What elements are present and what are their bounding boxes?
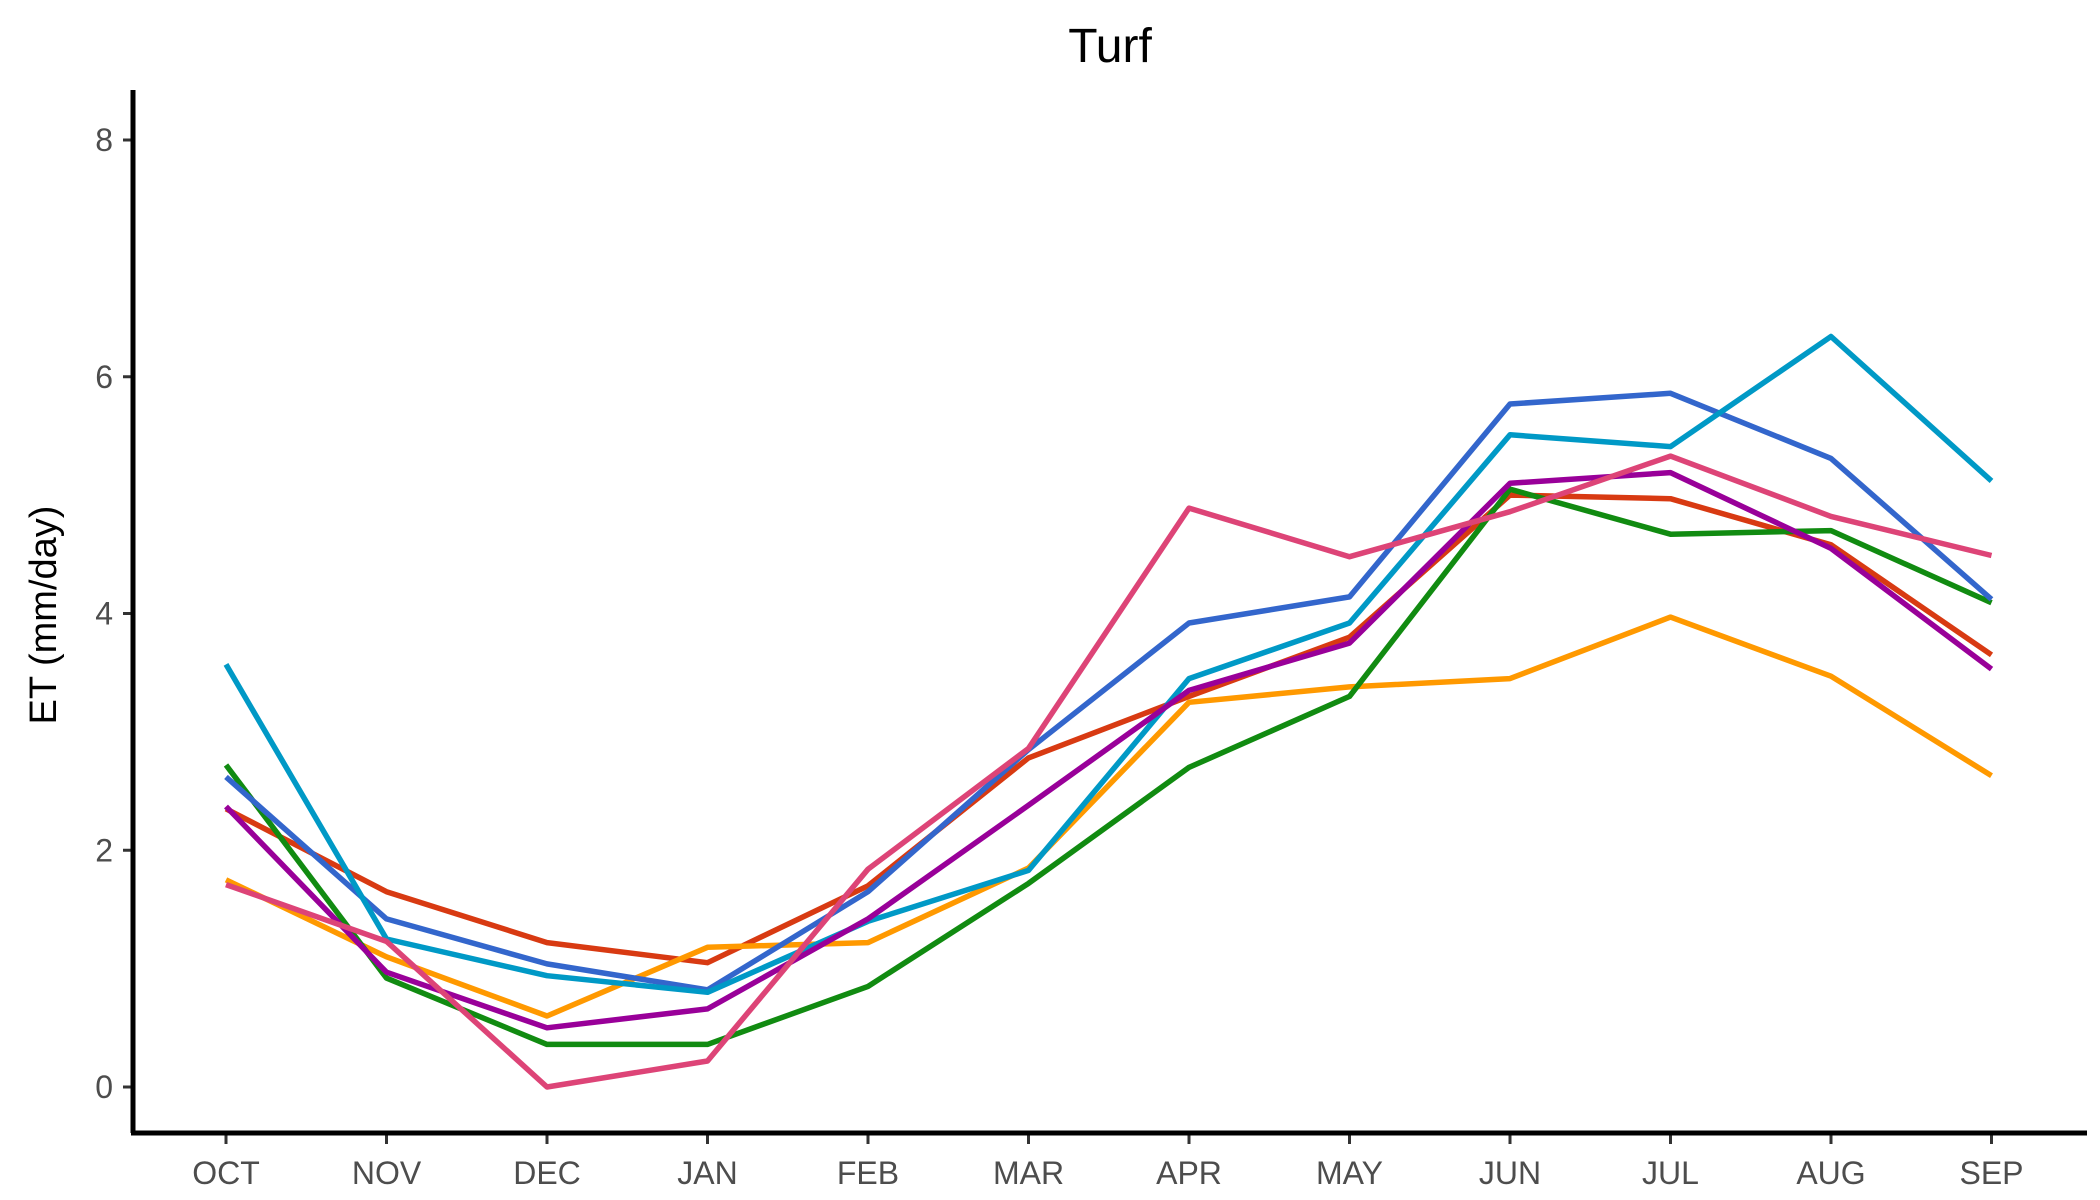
x-tick-label: JUN	[1479, 1155, 1541, 1191]
y-tick-label: 8	[95, 122, 113, 158]
y-axis-label: ET (mm/day)	[23, 506, 65, 725]
x-tick-label: NOV	[352, 1155, 422, 1191]
series-line-5	[223, 333, 1994, 996]
x-tick-label: JUL	[1642, 1155, 1699, 1191]
x-tick-label: APR	[1156, 1155, 1222, 1191]
series-line-4	[224, 390, 1994, 993]
x-tick-label: SEP	[1959, 1155, 2023, 1191]
x-tick-label: MAY	[1316, 1155, 1383, 1191]
series-line-3	[223, 486, 1993, 1048]
x-tick-label: OCT	[192, 1155, 260, 1191]
y-tick-label: 4	[95, 596, 113, 632]
series-layer	[223, 333, 1994, 1090]
x-tick-label: JAN	[677, 1155, 737, 1191]
x-tick-label: AUG	[1796, 1155, 1865, 1191]
series-line-1	[224, 492, 1994, 966]
y-tick-label: 0	[95, 1069, 113, 1105]
series-line-2	[224, 614, 1993, 1019]
x-axis-ticks: OCT NOV DEC JAN FEB MAR APR MAY JUN JUL AUG SEP	[192, 1133, 2024, 1191]
x-tick-label: FEB	[837, 1155, 899, 1191]
chart-title: Turf	[1068, 20, 1152, 73]
series-line-7	[225, 453, 1993, 1090]
y-tick-label: 2	[95, 832, 113, 868]
y-axis-ticks: 0 2 4 6 8	[95, 122, 133, 1105]
x-tick-label: DEC	[513, 1155, 581, 1191]
y-tick-label: 6	[95, 359, 113, 395]
x-tick-label: MAR	[993, 1155, 1064, 1191]
series-line-6	[224, 469, 1994, 1031]
